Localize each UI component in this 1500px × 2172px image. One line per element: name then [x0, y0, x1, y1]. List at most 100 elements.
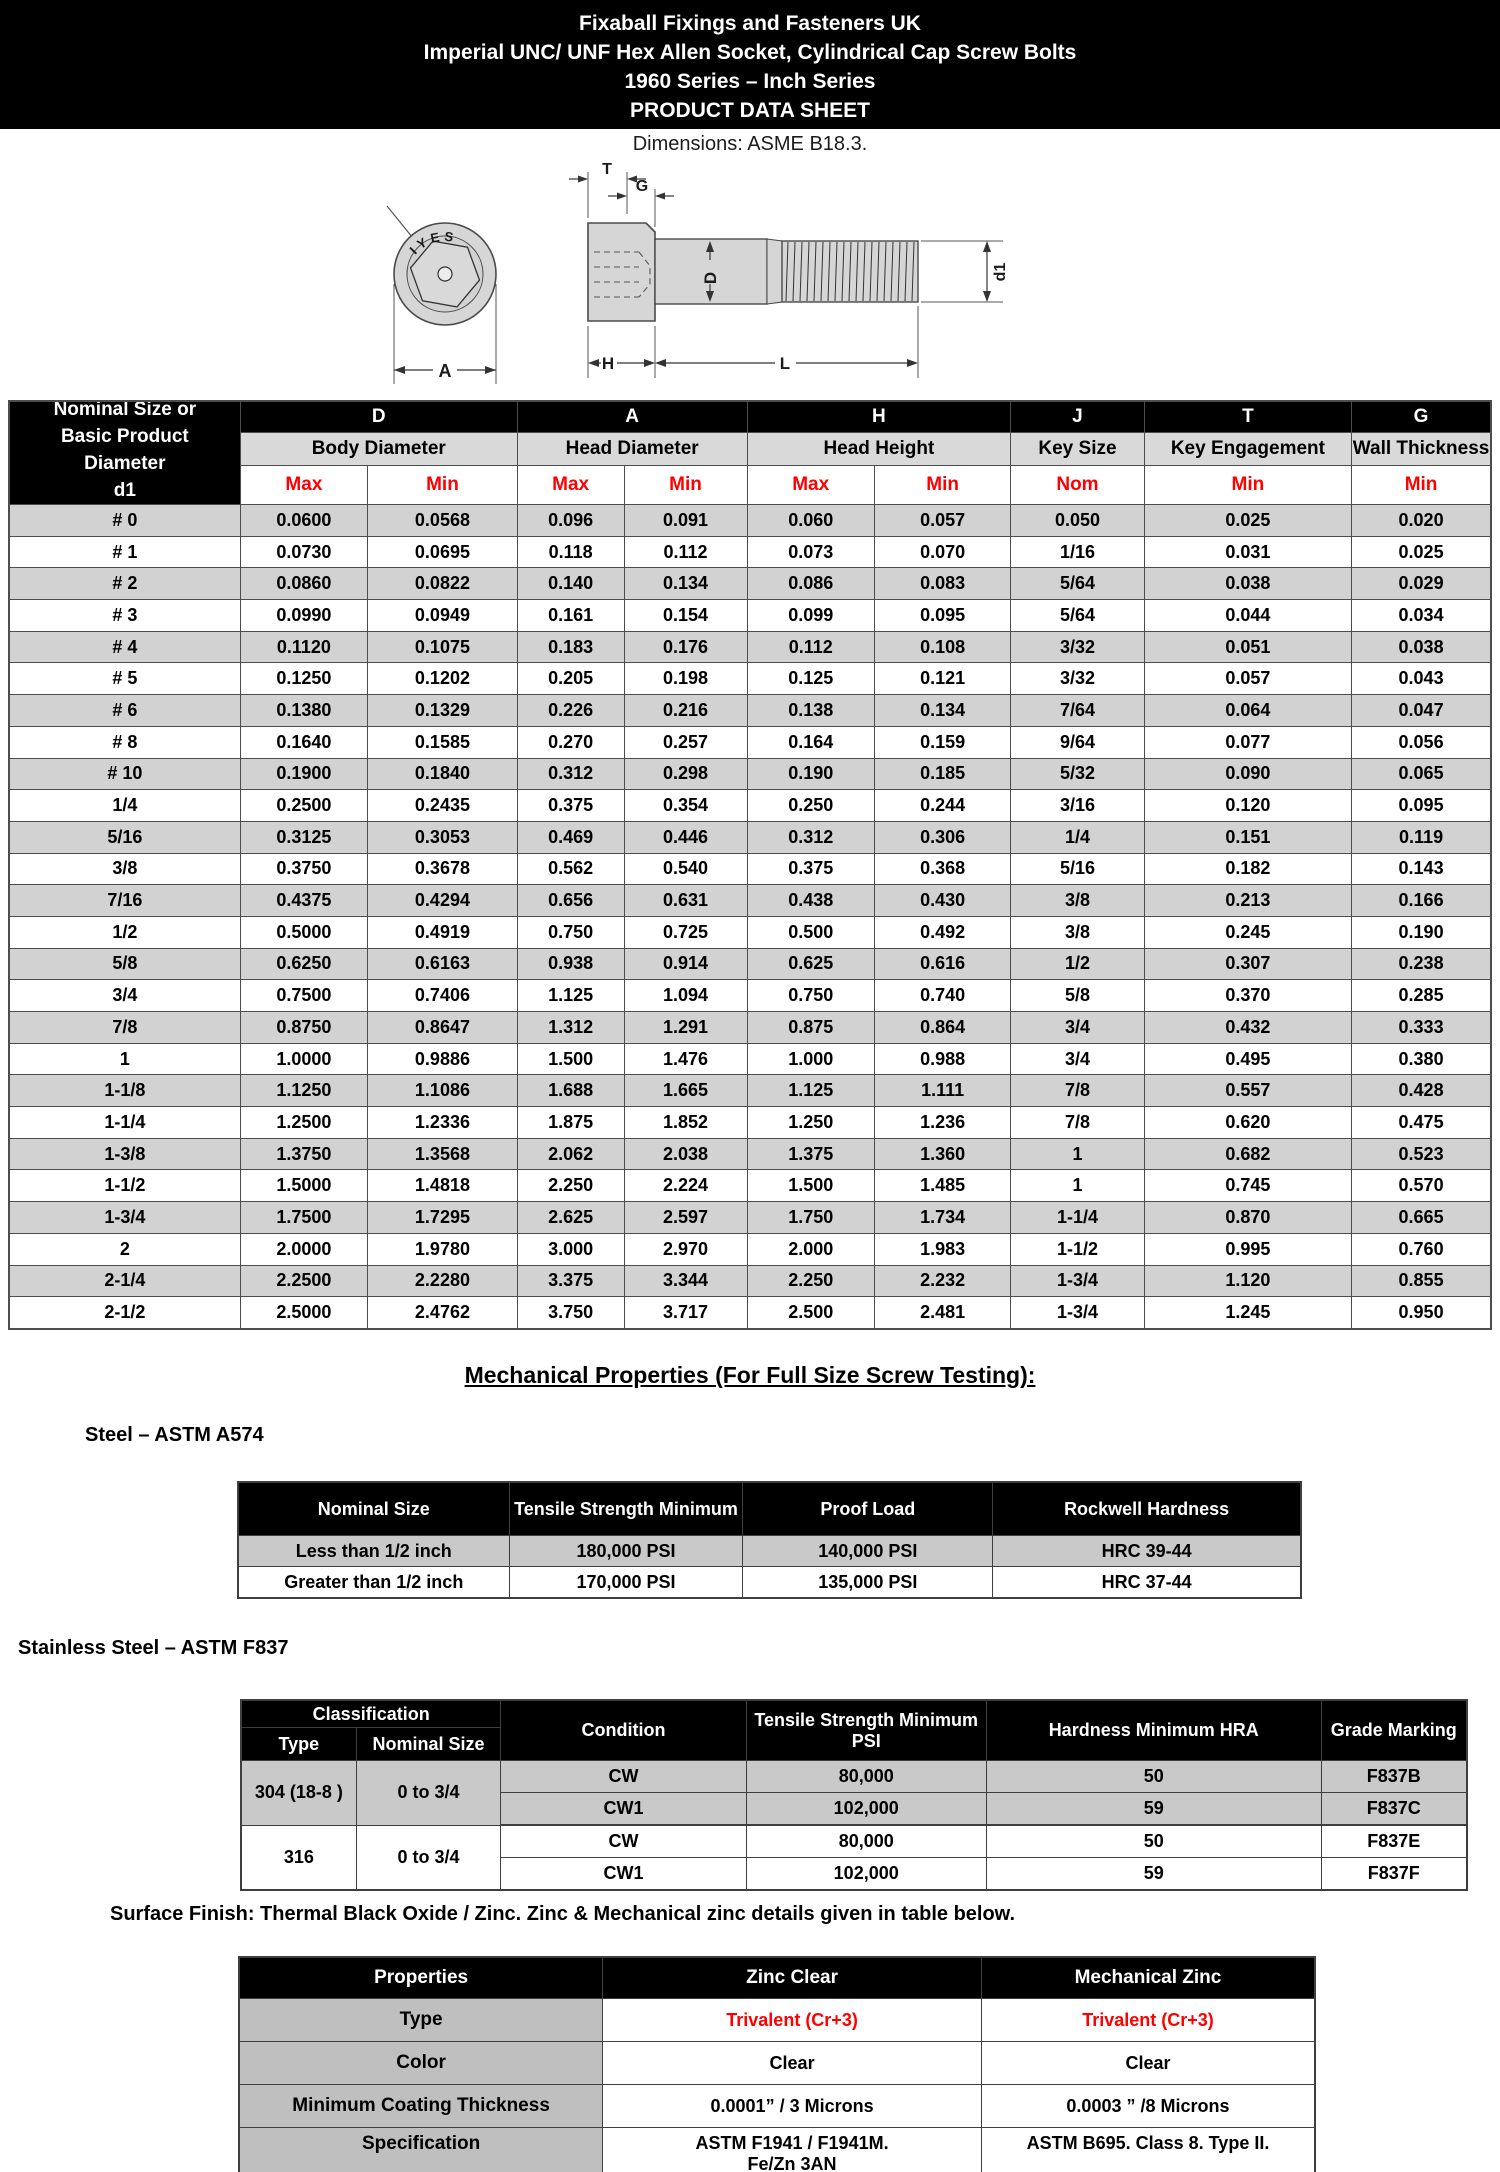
table-cell: HRC 37-44 — [992, 1566, 1302, 1599]
table-cell: 0.562 — [516, 852, 625, 886]
table-cell: 0.140 — [516, 567, 625, 601]
col-name-head-height: Head Height — [746, 432, 1012, 466]
table-cell: 1.875 — [516, 1106, 625, 1139]
table-cell: 0.625 — [746, 947, 875, 981]
table-cell: 1.476 — [623, 1042, 748, 1076]
table-cell: # 4 — [8, 630, 241, 664]
stainless-col-condition: Condition — [500, 1699, 747, 1761]
table-cell: 140,000 PSI — [742, 1535, 994, 1567]
table-cell: 0.159 — [873, 725, 1012, 759]
table-cell: 0.047 — [1351, 694, 1492, 727]
table-cell: 0.725 — [623, 915, 748, 949]
condition-cell: CW — [500, 1760, 747, 1793]
table-cell: # 5 — [8, 662, 241, 696]
table-row: 1-1/8 1.1250 1.1086 1.688 1.665 1.125 1.111 7/8… — [8, 1074, 1492, 1108]
sheet-type: PRODUCT DATA SHEET — [630, 99, 870, 122]
table-row: 5/8 0.6250 0.6163 0.938 0.914 0.625 0.616 1/2 0.… — [8, 947, 1492, 981]
table-cell: 1.500 — [516, 1042, 625, 1076]
grade-cell: F837F — [1320, 1857, 1468, 1891]
table-cell: 0.875 — [746, 1011, 875, 1044]
stainless-col-type: Type — [240, 1727, 357, 1761]
dim-label-D: D — [701, 272, 720, 284]
tensile-cell: 102,000 — [745, 1857, 987, 1891]
table-cell: 2.062 — [516, 1137, 625, 1171]
col-name-key-size: Key Size — [1010, 432, 1145, 466]
table-cell: 0.043 — [1351, 662, 1492, 696]
table-cell: 0.095 — [873, 599, 1012, 632]
table-cell: 1-1/4 — [1010, 1201, 1145, 1234]
table-cell: 0.091 — [623, 504, 748, 537]
sf-label-type: Type — [238, 1998, 604, 2042]
table-cell: 1.9780 — [367, 1232, 518, 1266]
table-cell: 0.7406 — [367, 979, 518, 1012]
table-cell: 1-3/8 — [8, 1137, 241, 1171]
table-cell: 0.119 — [1351, 820, 1492, 854]
subheader: Nom — [1010, 465, 1145, 505]
table-cell: 0.270 — [516, 725, 625, 759]
table-cell: 2-1/4 — [8, 1264, 241, 1298]
table-cell: 3.000 — [516, 1232, 625, 1266]
table-cell: 1/4 — [1010, 820, 1145, 854]
table-cell: 1-3/4 — [8, 1201, 241, 1234]
table-cell: 0.118 — [516, 535, 625, 569]
table-row: 3/4 0.7500 0.7406 1.125 1.094 0.750 0.740 5/8 0.… — [8, 979, 1492, 1012]
sf-color-mech: Clear — [980, 2041, 1316, 2085]
table-cell: 1.000 — [746, 1042, 875, 1076]
table-cell: 0.154 — [623, 599, 748, 632]
table-cell: # 0 — [8, 504, 241, 537]
steel-col-nominal-size: Nominal Size — [237, 1481, 510, 1536]
subheader: Min — [367, 465, 518, 505]
table-cell: 0.750 — [516, 915, 625, 949]
table-cell: 3/4 — [8, 979, 241, 1012]
table-cell: 2.2280 — [367, 1264, 518, 1298]
table-cell: 1.125 — [516, 979, 625, 1012]
table-cell: 0.9886 — [367, 1042, 518, 1076]
table-cell: 0.090 — [1143, 757, 1353, 791]
table-cell: 2.5000 — [239, 1296, 369, 1330]
sf-row-color: Color Clear Clear — [238, 2041, 1316, 2085]
table-cell: 0.430 — [873, 884, 1012, 917]
table-row: 1 1.0000 0.9886 1.500 1.476 1.000 0.988 3/4 0.49… — [8, 1042, 1492, 1076]
table-cell: 0.250 — [746, 789, 875, 822]
table-cell: 1 — [1010, 1137, 1145, 1171]
table-cell: 0.161 — [516, 599, 625, 632]
col-letter-G: G — [1351, 400, 1492, 433]
table-cell: 0.112 — [746, 630, 875, 664]
table-cell: 0.1120 — [239, 630, 369, 664]
table-cell: 5/16 — [8, 820, 241, 854]
table-cell: 0.029 — [1351, 567, 1492, 601]
table-row: # 4 0.1120 0.1075 0.183 0.176 0.112 0.108 3/32 0… — [8, 630, 1492, 664]
table-cell: 0.557 — [1143, 1074, 1353, 1108]
table-cell: 1.485 — [873, 1169, 1012, 1203]
dim-label-G: G — [636, 178, 648, 195]
table-row: # 1 0.0730 0.0695 0.118 0.112 0.073 0.070 1/16 0… — [8, 535, 1492, 569]
table-cell: 0.8750 — [239, 1011, 369, 1044]
table-cell: 3/8 — [8, 852, 241, 886]
table-cell: 0.3053 — [367, 820, 518, 854]
table-cell: Greater than 1/2 inch — [237, 1566, 510, 1599]
subheader: Max — [516, 465, 625, 505]
thread-lines — [785, 241, 915, 302]
table-cell: 0.056 — [1351, 725, 1492, 759]
steel-properties-table: Nominal Size Tensile Strength Minimum Pr… — [237, 1481, 1302, 1599]
table-cell: # 8 — [8, 725, 241, 759]
table-row: 2-1/4 2.2500 2.2280 3.375 3.344 2.250 2.232 1-3… — [8, 1264, 1492, 1298]
hardness-cell: 59 — [985, 1857, 1322, 1891]
title-banner: Fixaball Fixings and Fasteners UK Imperi… — [0, 0, 1500, 129]
table-row: 7/8 0.8750 0.8647 1.312 1.291 0.875 0.864 3/4 0.… — [8, 1011, 1492, 1044]
dim-label-d1: d1 — [992, 263, 1009, 282]
table-cell: 0.077 — [1143, 725, 1353, 759]
sf-coating-mech: 0.0003 ” /8 Microns — [980, 2084, 1316, 2128]
table-cell: 180,000 PSI — [508, 1535, 744, 1567]
table-row: 1-1/4 1.2500 1.2336 1.875 1.852 1.250 1.236 7/8… — [8, 1106, 1492, 1139]
table-cell: 0.306 — [873, 820, 1012, 854]
stainless-col-tensile: Tensile Strength Minimum PSI — [745, 1699, 987, 1761]
table-cell: 0.205 — [516, 662, 625, 696]
table-cell: 1.2500 — [239, 1106, 369, 1139]
table-cell: 0.125 — [746, 662, 875, 696]
table-cell: 0.138 — [746, 694, 875, 727]
table-cell: 0.238 — [1351, 947, 1492, 981]
stainless-section-heading: Stainless Steel – ASTM F837 — [18, 1637, 289, 1659]
table-cell: 0.750 — [746, 979, 875, 1012]
table-cell: # 3 — [8, 599, 241, 632]
